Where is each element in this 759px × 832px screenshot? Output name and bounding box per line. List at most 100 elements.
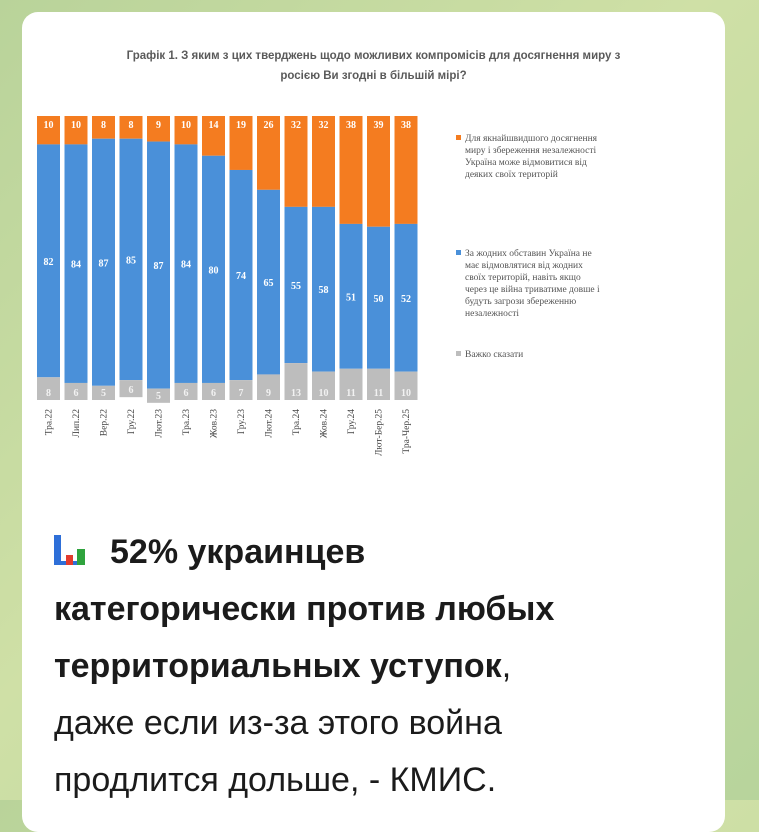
bar-segment-1-1 bbox=[64, 144, 88, 383]
data-label-1-4: 87 bbox=[154, 261, 164, 272]
data-label-1-10: 58 bbox=[319, 285, 329, 296]
legend-text-1-5: незалежності bbox=[465, 309, 519, 319]
bar-segment-2-9 bbox=[284, 116, 308, 207]
legend-text-1-0: За жодних обставин Україна не bbox=[465, 248, 592, 259]
post-headline-3-suffix: , bbox=[501, 647, 512, 685]
legend-text-0-0: Важко сказати bbox=[465, 350, 523, 360]
bar-segment-0-11 bbox=[339, 368, 363, 400]
bar-segment-0-12 bbox=[367, 368, 390, 400]
legend-text-1-1: має відмовлятися від жодних bbox=[465, 261, 583, 271]
x-tick-label-3: Гру.22 bbox=[127, 409, 137, 434]
bar-segment-2-11 bbox=[339, 116, 363, 224]
x-tick-label-7: Гру.23 bbox=[237, 409, 247, 434]
data-label-0-5: 6 bbox=[184, 388, 189, 399]
data-label-2-3: 8 bbox=[129, 120, 134, 131]
stacked-bar-chart: 10 82 8 Тра.22 10 84 6 Лип.22 8 87 5 Вер.22 8 85 6 Гру.… bbox=[37, 116, 600, 456]
bar-segment-1-12 bbox=[367, 226, 390, 369]
bar-segment-1-8 bbox=[257, 189, 280, 375]
bar-segment-2-12 bbox=[367, 116, 390, 227]
bar-segment-2-0 bbox=[37, 116, 60, 145]
bar-segment-1-4 bbox=[147, 141, 170, 389]
data-label-2-5: 10 bbox=[181, 120, 191, 131]
post-headline-1: 52% украинцев bbox=[110, 533, 366, 571]
legend-text-1-4: будуть загрози збереженню bbox=[465, 296, 576, 307]
post-line-4: даже если из-за этого война bbox=[54, 704, 502, 742]
x-tick-label-1: Лип.22 bbox=[72, 409, 82, 438]
bar-segment-1-7 bbox=[229, 169, 253, 381]
bar-segment-2-3 bbox=[119, 116, 143, 139]
data-label-1-0: 82 bbox=[44, 257, 54, 268]
data-label-2-9: 32 bbox=[291, 120, 301, 131]
bar-segment-0-5 bbox=[174, 382, 198, 400]
bar-segment-1-9 bbox=[284, 206, 308, 364]
data-label-2-1: 10 bbox=[71, 120, 81, 131]
data-label-0-1: 6 bbox=[74, 388, 79, 399]
data-label-1-3: 85 bbox=[126, 255, 136, 266]
bar-segment-1-5 bbox=[174, 144, 198, 383]
data-label-1-5: 84 bbox=[181, 260, 191, 271]
data-label-0-6: 6 bbox=[211, 388, 216, 399]
data-label-1-6: 80 bbox=[209, 265, 219, 276]
legend-marker-2 bbox=[456, 135, 461, 140]
data-label-1-9: 55 bbox=[291, 281, 301, 292]
x-tick-label-5: Тра.23 bbox=[182, 409, 192, 436]
bar-segment-0-1 bbox=[64, 382, 88, 400]
x-tick-label-8: Лют.24 bbox=[265, 409, 275, 438]
data-label-2-0: 10 bbox=[44, 120, 54, 131]
bar-segment-2-8 bbox=[257, 116, 280, 190]
bar-segment-0-0 bbox=[37, 377, 60, 400]
data-label-2-8: 26 bbox=[264, 120, 274, 131]
data-label-0-8: 9 bbox=[266, 388, 271, 399]
data-label-2-7: 19 bbox=[236, 120, 246, 131]
data-label-1-8: 65 bbox=[264, 278, 274, 289]
x-tick-label-6: Жов.23 bbox=[210, 409, 220, 438]
legend-text-2-1: миру і збереження незалежності bbox=[465, 145, 597, 156]
chart-title-line-1: Графік 1. З яким з цих тверджень щодо мо… bbox=[126, 50, 621, 62]
data-label-0-3: 6 bbox=[129, 385, 134, 396]
bar-segment-0-10 bbox=[312, 371, 335, 400]
bar-segment-1-2 bbox=[92, 138, 115, 386]
data-label-0-7: 7 bbox=[239, 388, 244, 399]
bar-segment-2-13 bbox=[394, 116, 418, 224]
bar-segment-1-3 bbox=[119, 138, 143, 381]
data-label-0-13: 10 bbox=[401, 388, 411, 399]
data-label-1-1: 84 bbox=[71, 260, 81, 271]
data-label-1-13: 52 bbox=[401, 294, 411, 305]
bar-segment-2-6 bbox=[202, 116, 225, 156]
bar-segment-0-4 bbox=[147, 388, 170, 403]
data-label-1-12: 50 bbox=[374, 294, 384, 305]
legend-text-2-2: Україна може відмовитися від bbox=[465, 158, 587, 168]
post-headline-3: территориальных уступок bbox=[54, 647, 502, 685]
data-label-0-2: 5 bbox=[101, 388, 106, 399]
data-label-2-13: 38 bbox=[401, 120, 411, 131]
post-headline-2: категорически против любых bbox=[54, 590, 555, 628]
data-label-2-6: 14 bbox=[209, 120, 219, 131]
x-tick-label-11: Гру.24 bbox=[347, 409, 357, 434]
bar-segment-2-5 bbox=[174, 116, 198, 145]
x-tick-label-12: Лют-Бер.25 bbox=[375, 409, 385, 456]
legend-text-1-2: своїх територій, навіть якщо bbox=[465, 272, 581, 283]
bar-segment-2-10 bbox=[312, 116, 335, 207]
data-label-2-4: 9 bbox=[156, 120, 161, 131]
bar-chart-icon bbox=[54, 535, 98, 565]
legend-text-2-0: Для якнайшвидшого досягнення bbox=[465, 133, 598, 144]
bar-segment-2-1 bbox=[64, 116, 88, 145]
bar-segment-2-2 bbox=[92, 116, 115, 139]
data-label-0-9: 13 bbox=[291, 388, 301, 399]
bar-segment-2-4 bbox=[147, 116, 170, 142]
post-line-5: продлится дольше, - КМИС. bbox=[54, 761, 497, 799]
legend-marker-0 bbox=[456, 351, 461, 356]
bar-segment-0-7 bbox=[229, 380, 253, 400]
data-label-0-10: 10 bbox=[319, 388, 329, 399]
bar-segment-0-9 bbox=[284, 363, 308, 400]
chart-title: Графік 1. З яким з цих тверджень щодо мо… bbox=[22, 46, 725, 86]
bar-segment-0-3 bbox=[119, 380, 143, 398]
data-label-2-2: 8 bbox=[101, 120, 106, 131]
x-tick-label-9: Тра.24 bbox=[292, 409, 302, 436]
data-label-2-12: 39 bbox=[374, 120, 384, 131]
data-label-1-2: 87 bbox=[99, 258, 109, 269]
bar-segment-0-8 bbox=[257, 374, 280, 400]
data-label-2-11: 38 bbox=[346, 120, 356, 131]
bar-segment-2-7 bbox=[229, 116, 253, 170]
bar-segment-0-2 bbox=[92, 385, 115, 400]
